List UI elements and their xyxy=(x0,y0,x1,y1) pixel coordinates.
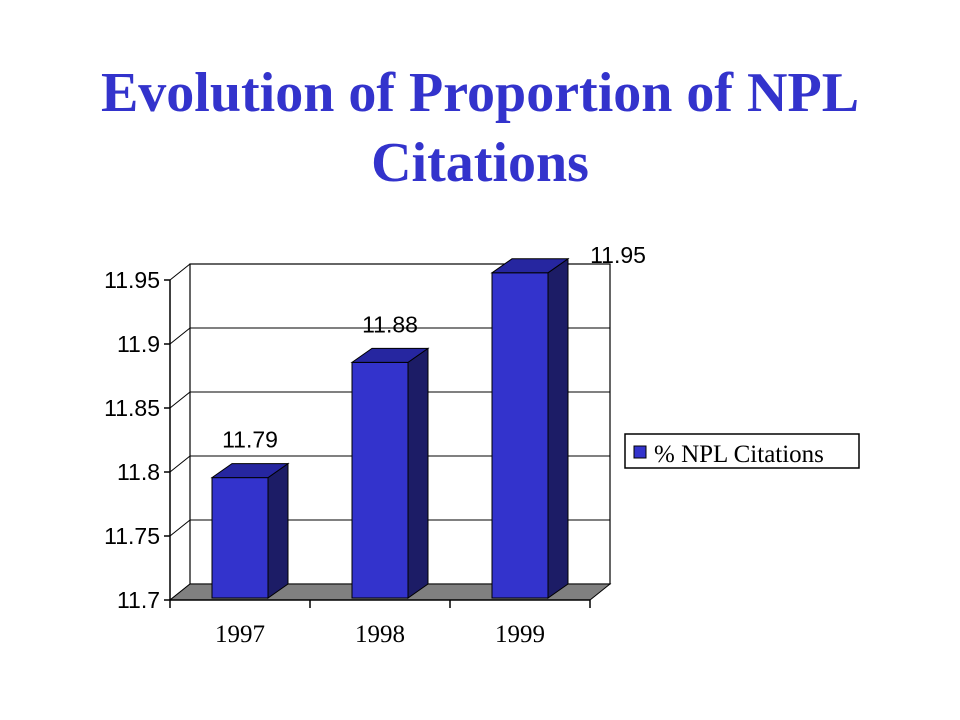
y-tick-label: 11.95 xyxy=(104,267,160,293)
labels: 11.7 11.75 11.8 11.85 11.9 11.95 11.79 1997 11.8… xyxy=(104,242,646,648)
data-label: 11.79 xyxy=(222,427,278,453)
y-tick-label: 11.7 xyxy=(117,587,160,613)
data-label: 11.88 xyxy=(362,311,418,337)
bar-top xyxy=(350,347,430,363)
gridline-side xyxy=(169,519,191,537)
x-category-label: 1999 xyxy=(495,621,545,648)
bar xyxy=(350,347,430,599)
bar-side xyxy=(267,462,289,599)
y-tick-label: 11.75 xyxy=(104,523,160,549)
slide-title: Evolution of Proportion of NPL Citations xyxy=(0,58,960,198)
data-label: 11.95 xyxy=(590,242,646,268)
bar xyxy=(490,257,570,599)
bar-front xyxy=(211,477,269,599)
gridline-side xyxy=(169,391,191,409)
legend: % NPL Citations xyxy=(624,433,860,469)
bars xyxy=(210,257,570,599)
bar-side xyxy=(547,257,569,599)
gridline-side xyxy=(169,455,191,473)
bar-front xyxy=(351,361,409,599)
y-tick-label: 11.85 xyxy=(104,395,160,421)
axes xyxy=(164,279,591,608)
legend-label: % NPL Citations xyxy=(654,441,824,468)
x-category-label: 1998 xyxy=(355,621,405,648)
gridline-side xyxy=(169,263,191,281)
bar-top xyxy=(490,258,570,274)
bar-top xyxy=(210,463,290,479)
slide-title-line-1: Evolution of Proportion of NPL xyxy=(100,62,860,124)
slide-title-line-2: Citations xyxy=(371,132,589,194)
x-category-label: 1997 xyxy=(215,621,265,648)
legend-swatch xyxy=(633,445,647,459)
y-tick-label: 11.9 xyxy=(117,331,160,357)
bar-side xyxy=(407,347,429,599)
bar xyxy=(210,462,290,599)
gridline-side xyxy=(169,327,191,345)
bar-front xyxy=(491,272,549,599)
legend-box xyxy=(624,433,860,469)
y-tick-label: 11.8 xyxy=(117,459,160,485)
